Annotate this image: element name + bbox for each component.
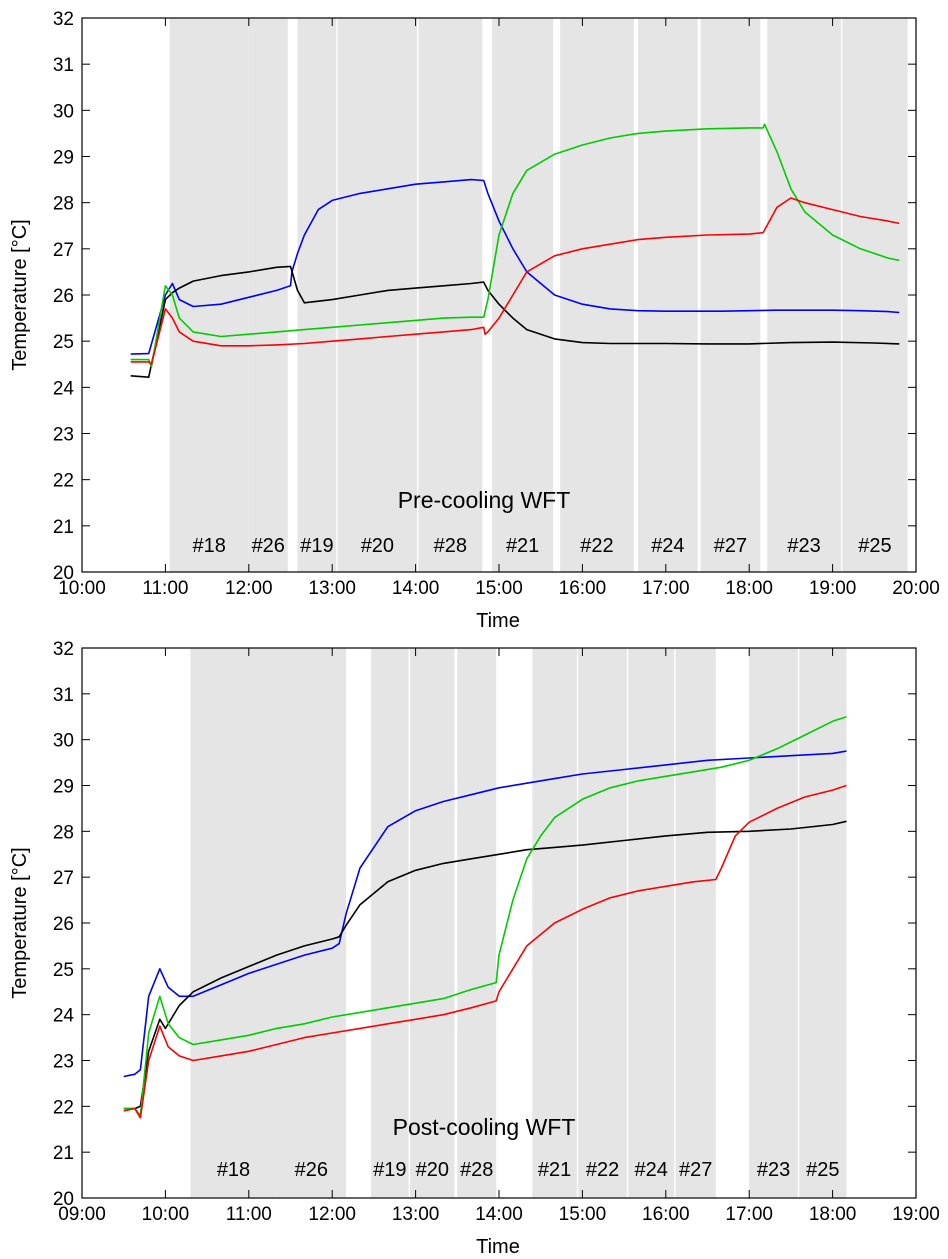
x-tick-label: 15:00 [559, 1204, 607, 1225]
band-label: #24 [635, 1159, 668, 1181]
panel-title: Post-cooling WFT [393, 1114, 576, 1140]
y-tick-label: 25 [53, 332, 74, 353]
band-label: #19 [300, 535, 333, 557]
x-tick-label: 12:00 [308, 1204, 356, 1225]
band-23 [767, 18, 841, 572]
y-tick-label: 22 [53, 1097, 74, 1118]
band-26 [249, 18, 288, 572]
y-tick-label: 30 [53, 731, 74, 752]
y-tick-label: 32 [53, 9, 74, 30]
band-label: #23 [757, 1159, 790, 1181]
band-27 [701, 18, 761, 572]
y-tick-label: 31 [53, 685, 74, 706]
x-tick-label: 14:00 [392, 578, 440, 599]
y-tick-label: 28 [53, 194, 74, 215]
band-label: #25 [858, 535, 891, 557]
band-25 [799, 648, 846, 1198]
pre-cooling-panel: 10:00 11:00 12:00 13:00 14:00 15:00 16:00 17:00… [9, 9, 940, 632]
band-18 [190, 648, 276, 1198]
band-27 [676, 648, 716, 1198]
y-tick-label: 29 [53, 777, 74, 798]
y-tick-label: 21 [53, 517, 74, 538]
y-tick-label: 24 [53, 1006, 75, 1027]
band-label: #19 [373, 1159, 406, 1181]
x-tick-label: 20:00 [892, 578, 940, 599]
band-label: #21 [506, 535, 539, 557]
x-tick-label: 17:00 [725, 1204, 773, 1225]
band-label: #20 [361, 535, 394, 557]
x-tick-label: 14:00 [475, 1204, 523, 1225]
band-label: #18 [217, 1159, 250, 1181]
x-tick-label: 11:00 [226, 1204, 272, 1225]
band-label: #20 [416, 1159, 449, 1181]
y-tick-label: 27 [53, 868, 74, 889]
y-tick-label: 23 [53, 425, 74, 446]
x-axis-title: Time [476, 610, 520, 632]
band-label: #28 [434, 535, 467, 557]
x-tick-label: 18:00 [725, 578, 773, 599]
x-tick-label: 17:00 [642, 578, 690, 599]
x-axis-title: Time [476, 1236, 520, 1258]
y-tick-label: 21 [53, 1143, 74, 1164]
x-tick-label: 19:00 [892, 1204, 940, 1225]
band-label: #26 [295, 1159, 328, 1181]
x-tick-label: 13:00 [392, 1204, 440, 1225]
band-label: #18 [192, 535, 225, 557]
x-tick-label: 15:00 [475, 578, 523, 599]
band-23 [749, 648, 798, 1198]
y-tick-label: 26 [53, 286, 74, 307]
y-tick-label: 29 [53, 148, 74, 169]
band-label: #22 [580, 535, 613, 557]
band-26 [277, 648, 347, 1198]
band-label: #27 [679, 1159, 712, 1181]
band-24 [638, 18, 698, 572]
x-tick-label: 13:00 [308, 578, 356, 599]
y-tick-label: 31 [53, 55, 74, 76]
x-tick-label: 18:00 [809, 1204, 857, 1225]
x-tick-label: 11:00 [142, 578, 188, 599]
x-tick-label: 16:00 [642, 1204, 690, 1225]
x-tick-label: 10:00 [142, 1204, 190, 1225]
band-25 [842, 18, 907, 572]
y-tick-label: 27 [53, 240, 74, 261]
y-tick-label: 20 [53, 563, 74, 584]
y-tick-label: 24 [53, 378, 75, 399]
y-tick-label: 25 [53, 960, 74, 981]
band-label: #22 [586, 1159, 619, 1181]
band-19 [297, 18, 336, 572]
band-label: #26 [252, 535, 285, 557]
y-tick-label: 23 [53, 1052, 74, 1073]
x-tick-label: 16:00 [559, 578, 607, 599]
y-tick-label: 32 [53, 639, 74, 660]
x-tick-label: 12:00 [225, 578, 273, 599]
post-cooling-panel: 09:00 10:00 11:00 12:00 13:00 14:00 15:00 16:00… [9, 639, 940, 1258]
x-tick-label: 19:00 [809, 578, 857, 599]
band-label: #28 [460, 1159, 493, 1181]
band-18 [170, 18, 249, 572]
band-label: #25 [806, 1159, 839, 1181]
y-tick-label: 22 [53, 471, 74, 492]
band-label: #21 [538, 1159, 571, 1181]
y-tick-label: 28 [53, 822, 74, 843]
y-axis-title: Temperature [°C] [9, 219, 31, 370]
band-22 [578, 648, 627, 1198]
band-24 [628, 648, 674, 1198]
panel-title: Pre-cooling WFT [398, 487, 571, 513]
band-label: #23 [787, 535, 820, 557]
y-tick-label: 20 [53, 1189, 74, 1210]
y-axis-title: Temperature [°C] [9, 847, 31, 998]
band-label: #27 [714, 535, 747, 557]
band-label: #24 [651, 535, 684, 557]
band-22 [560, 18, 634, 572]
y-tick-label: 26 [53, 914, 74, 935]
y-tick-label: 30 [53, 101, 74, 122]
